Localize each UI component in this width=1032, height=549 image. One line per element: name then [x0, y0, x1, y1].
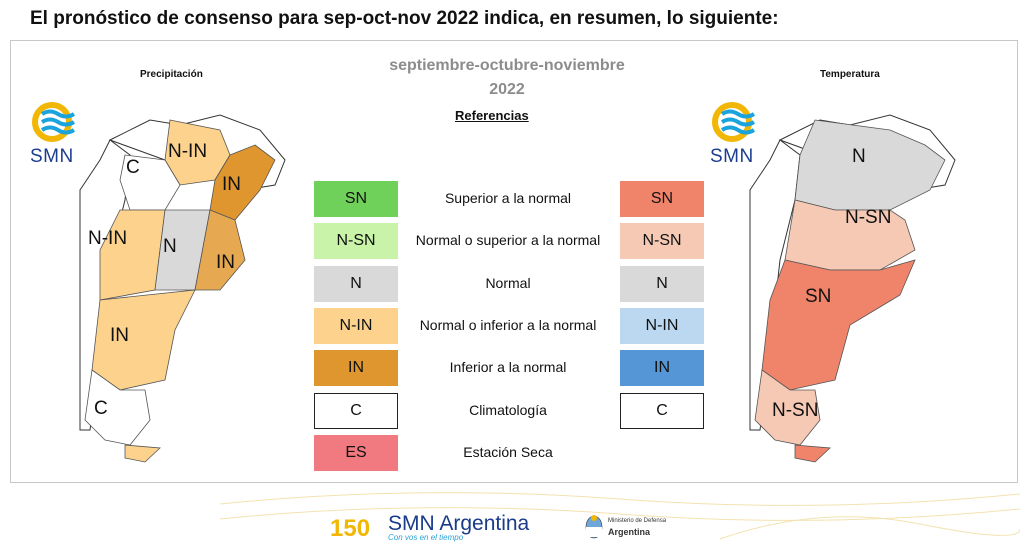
legend-description: Inferior a la normal: [449, 359, 567, 375]
period-year: 2022: [489, 81, 525, 98]
ministry-logo: Ministerio de Defensa Argentina: [584, 514, 666, 545]
precip-label: N-IN: [168, 141, 208, 162]
legend-description: Climatología: [469, 402, 547, 418]
legend-temp-swatch: C: [620, 393, 704, 429]
svg-text:150: 150: [330, 515, 370, 542]
precip-label: N: [163, 236, 177, 257]
legend-temp-swatch: N-SN: [620, 223, 704, 259]
badge-150-icon: 150: [330, 515, 370, 542]
precip-label: N-IN: [88, 228, 128, 249]
legend-description: Normal o superior a la normal: [415, 232, 601, 248]
region-south-sn: [761, 259, 916, 391]
legend-title: Referencias: [455, 108, 529, 123]
legend-temp-swatch: N: [620, 266, 704, 302]
legend-temp-swatch: N-IN: [620, 308, 704, 344]
region-tierra-del-fuego: [124, 444, 161, 463]
period-title: septiembre-octubre-noviembre: [389, 57, 625, 74]
ministry-line2: Argentina: [608, 527, 651, 537]
region-patagonia-in: [91, 289, 196, 391]
footer-brand: SMN Argentina: [388, 512, 530, 535]
ministry-line1: Ministerio de Defensa: [608, 518, 667, 524]
smn-sun-icon: [712, 102, 756, 142]
precip-label: IN: [110, 325, 129, 346]
smn-logo-precip: SMN: [28, 100, 88, 170]
region-cuyo-nin: [99, 209, 166, 301]
footer-tagline: Con vos en el tiempo: [388, 533, 464, 542]
precip-label: C: [94, 398, 108, 419]
topographic-decoration: [220, 492, 1020, 540]
legend-precip-swatch: ES: [314, 435, 398, 471]
legend-precip-swatch: N: [314, 266, 398, 302]
smn-sun-icon: [32, 102, 76, 142]
precip-map-title: Precipitación: [140, 69, 203, 80]
temp-label: N: [852, 146, 866, 167]
legend-precip-swatch: SN: [314, 181, 398, 217]
coat-of-arms-icon: [585, 515, 603, 539]
legend-temp-swatch: SN: [620, 181, 704, 217]
temp-label: N-SN: [772, 400, 819, 421]
precip-label: C: [126, 157, 140, 178]
region-south-c: [84, 369, 151, 446]
headline: El pronóstico de consenso para sep-oct-n…: [30, 8, 779, 29]
legend-precip-swatch: N-SN: [314, 223, 398, 259]
legend-precip-swatch: C: [314, 393, 398, 429]
smn-logo-temp: SMN: [708, 100, 768, 170]
region-pampa-in: [194, 209, 246, 291]
temp-map: [749, 114, 956, 463]
legend-description: Superior a la normal: [444, 190, 572, 206]
legend-description: Estación Seca: [463, 444, 553, 460]
legend-precip-swatch: IN: [314, 350, 398, 386]
legend-description: Normal: [485, 275, 531, 291]
legend-precip-swatch: N-IN: [314, 308, 398, 344]
region-north-n: [794, 119, 946, 211]
temp-label: N-SN: [845, 207, 892, 228]
precip-label: IN: [216, 252, 235, 273]
legend-description: Normal o inferior a la normal: [419, 317, 597, 333]
precip-label: IN: [222, 174, 241, 195]
region-tierra-del-fuego: [794, 444, 831, 463]
smn-logo-text: SMN: [30, 146, 74, 167]
smn-logo-text: SMN: [710, 146, 754, 167]
region-patagonia-nsn: [754, 369, 821, 446]
temp-map-title: Temperatura: [820, 69, 880, 80]
temp-label: SN: [805, 286, 832, 307]
precip-map: [79, 114, 286, 463]
smn-argentina-logo: 150 SMN Argentina Con vos en el tiempo: [330, 512, 529, 547]
legend-temp-swatch: IN: [620, 350, 704, 386]
